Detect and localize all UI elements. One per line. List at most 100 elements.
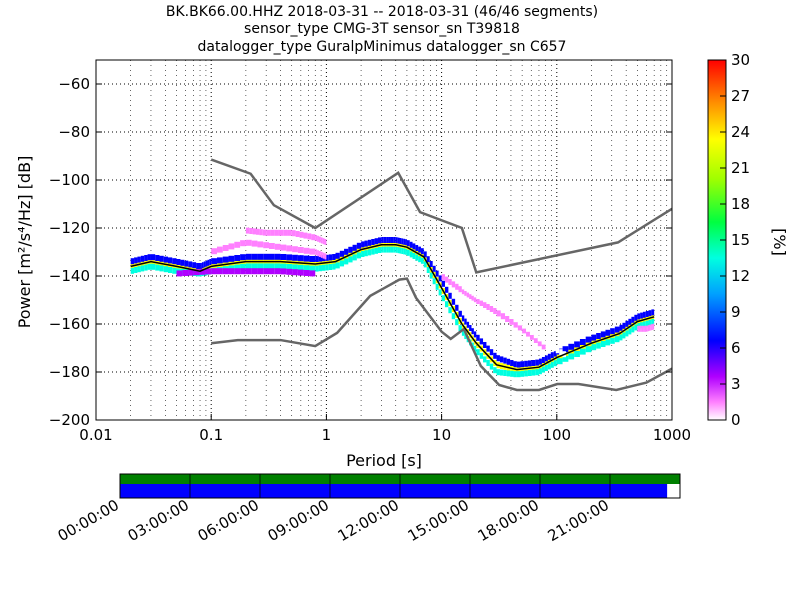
density-cell — [159, 265, 164, 272]
colorbar-tick-label: 3 — [731, 375, 741, 393]
density-cell — [309, 256, 316, 262]
density-cell — [652, 323, 655, 330]
density-cell — [324, 239, 327, 245]
density-cell — [228, 255, 235, 262]
density-cell — [550, 361, 554, 368]
density-cell — [222, 256, 229, 263]
density-cell — [496, 355, 500, 362]
density-cell — [637, 313, 641, 320]
density-cell — [435, 270, 439, 277]
density-cell — [245, 253, 252, 260]
plot-frame — [95, 59, 673, 421]
density-cell — [420, 257, 424, 264]
density-cell — [259, 229, 263, 236]
density-cell — [461, 315, 465, 322]
density-cell — [585, 346, 592, 353]
density-cell — [322, 252, 325, 259]
density-cell — [473, 331, 477, 338]
density-cell — [513, 361, 517, 368]
colorbar-label: [%] — [770, 228, 789, 256]
density-cell — [251, 240, 258, 247]
density-cell — [650, 324, 652, 331]
density-cell — [205, 268, 212, 275]
density-cell — [245, 268, 252, 275]
density-cell — [278, 229, 284, 236]
density-cell — [348, 246, 353, 253]
density-cell — [441, 274, 445, 281]
density-cell — [537, 335, 542, 342]
density-cell — [489, 306, 494, 312]
ppsd-plot: −200 −180 −160 −140 −120 −100 −80 −60 0.01 0.1 1 1… — [15, 59, 691, 470]
density-cell — [513, 321, 518, 328]
density-cell — [309, 270, 316, 277]
density-cell — [464, 333, 467, 339]
density-cell — [506, 358, 511, 365]
density-cell — [628, 318, 632, 325]
density-cell — [412, 243, 416, 250]
density-cell — [268, 253, 275, 260]
density-cell — [476, 298, 480, 304]
density-cell — [280, 263, 287, 270]
x-tick-label: 0.01 — [79, 426, 112, 444]
density-cell — [469, 288, 472, 295]
density-cell — [531, 369, 536, 376]
density-cell — [579, 348, 586, 355]
density-cell — [409, 251, 413, 258]
density-cell — [377, 247, 382, 253]
density-cell — [283, 229, 288, 236]
density-cell — [473, 291, 477, 298]
density-cell — [509, 313, 514, 319]
density-cell — [406, 240, 410, 247]
density-cell — [438, 275, 442, 282]
colorbar: 0 3 6 9 12 15 18 21 24 27 30 [%] — [707, 51, 789, 429]
density-cell — [628, 328, 632, 335]
density-cell — [610, 337, 615, 344]
density-cell — [328, 264, 333, 270]
colorbar-tick-label: 18 — [731, 195, 750, 213]
density-cell — [381, 237, 384, 243]
density-cell — [505, 316, 510, 322]
density-cell — [245, 239, 252, 246]
density-cell — [545, 341, 550, 348]
x-axis-label: Period [s] — [346, 451, 422, 470]
density-cell — [444, 276, 449, 283]
colorbar-ticks: 0 3 6 9 12 15 18 21 24 27 30 — [720, 51, 750, 429]
density-cell — [473, 296, 477, 303]
density-cell — [324, 253, 327, 260]
density-cell — [455, 319, 459, 326]
density-cell — [240, 263, 246, 270]
density-cell — [182, 270, 189, 276]
density-cell — [211, 248, 217, 255]
density-cell — [553, 350, 557, 357]
density-cell — [579, 339, 586, 345]
density-cell — [188, 261, 193, 268]
density-cell — [550, 352, 554, 359]
density-cell — [649, 324, 651, 331]
density-cell — [274, 229, 279, 236]
density-cell — [444, 286, 449, 293]
density-cell — [130, 267, 135, 274]
density-cell — [455, 283, 459, 290]
density-cell — [397, 237, 400, 244]
density-cell — [216, 246, 223, 253]
density-cell — [403, 238, 406, 245]
density-cell — [240, 268, 246, 275]
density-cell — [506, 370, 511, 377]
density-cell — [406, 249, 410, 256]
density-cell — [524, 360, 528, 367]
density-cell — [307, 233, 312, 240]
upper-model-line — [210, 158, 672, 274]
density-cell — [471, 328, 474, 335]
density-cell — [426, 256, 430, 263]
density-cell — [257, 253, 264, 260]
time-tick-label: 21:00:00 — [545, 496, 612, 545]
density-cell — [196, 263, 201, 269]
density-cell — [555, 347, 560, 354]
time-tick-label: 18:00:00 — [475, 496, 542, 545]
density-cell — [317, 235, 319, 242]
density-cell — [332, 254, 336, 260]
density-cell — [374, 247, 378, 254]
density-cell — [562, 346, 569, 353]
density-cell — [172, 267, 177, 274]
density-cell — [371, 248, 375, 255]
